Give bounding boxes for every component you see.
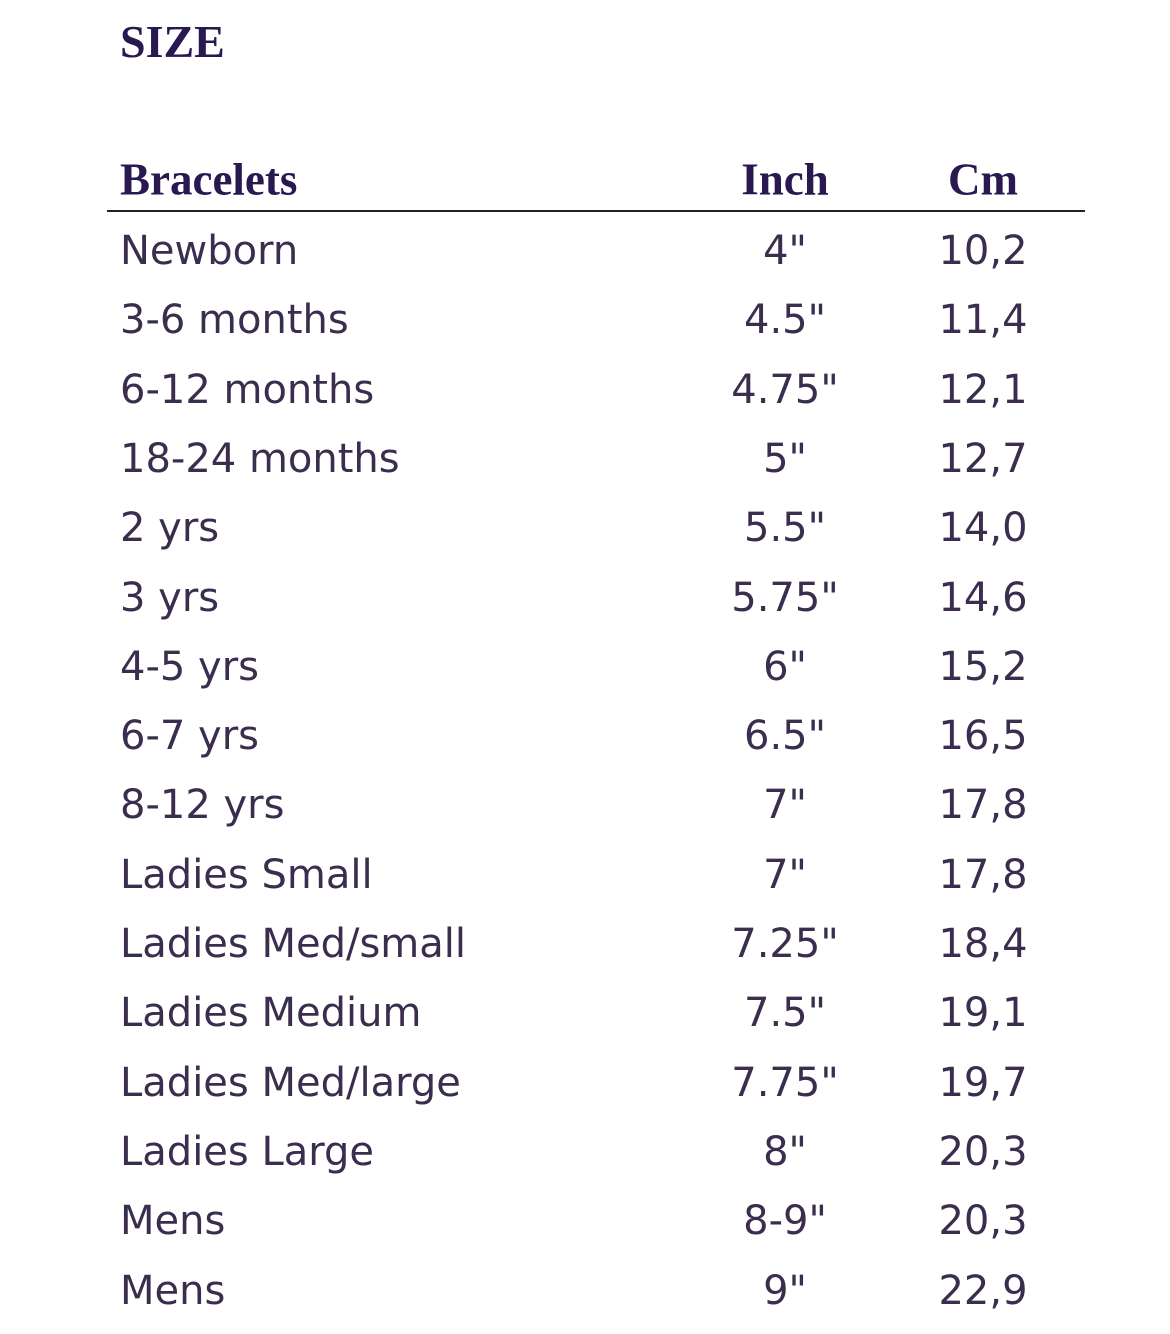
table-cell: 7.75" xyxy=(731,1059,839,1106)
column-header: Bracelets xyxy=(120,154,298,205)
header-rule xyxy=(107,210,1085,212)
table-cell: 2 yrs xyxy=(120,505,220,552)
table-cell: 12,1 xyxy=(938,366,1028,413)
table-cell: 19,1 xyxy=(938,990,1028,1037)
table-cell: Ladies Large xyxy=(120,1128,375,1175)
table-cell: 3 yrs xyxy=(120,574,220,621)
table-cell: 7" xyxy=(763,851,807,898)
table-cell: 8-9" xyxy=(743,1198,827,1245)
table-cell: Ladies Med/large xyxy=(120,1059,461,1106)
table-cell: 6.5" xyxy=(743,713,827,760)
table-cell: 5.5" xyxy=(743,505,827,552)
table-cell: Mens xyxy=(120,1267,226,1314)
table-cell: 4.5" xyxy=(743,297,827,344)
table-cell: 5.75" xyxy=(731,574,839,621)
table-cell: 7.25" xyxy=(731,921,839,967)
table-cell: 18,4 xyxy=(938,921,1028,967)
table-cell: 4-5 yrs xyxy=(120,643,260,690)
table-cell: Ladies Medium xyxy=(120,990,422,1037)
table-cell: 4.75" xyxy=(731,366,839,413)
table-cell: 20,3 xyxy=(938,1198,1028,1245)
table-cell: 16,5 xyxy=(938,713,1028,760)
table-cell: 8-12 yrs xyxy=(120,782,285,829)
table-cell: 6-12 months xyxy=(120,366,375,413)
table-cell: 17,8 xyxy=(938,782,1028,829)
table-cell: 8" xyxy=(763,1128,807,1175)
table-cell: 7.5" xyxy=(743,990,827,1037)
table-cell: Ladies Med/small xyxy=(120,921,466,967)
table-cell: 22,9 xyxy=(938,1267,1028,1314)
title: SIZE xyxy=(120,16,225,67)
table-cell: 19,7 xyxy=(938,1059,1028,1106)
column-header: Cm xyxy=(948,154,1018,205)
table-cell: 12,7 xyxy=(938,435,1028,482)
table-cell: 14,6 xyxy=(938,574,1028,621)
table-cell: Ladies Small xyxy=(120,851,373,898)
table-cell: 20,3 xyxy=(938,1128,1028,1175)
table-cell: 3-6 months xyxy=(120,297,349,344)
table-cell: 10,2 xyxy=(938,228,1028,274)
table-cell: 6-7 yrs xyxy=(120,713,260,760)
table-cell: 5" xyxy=(763,435,807,482)
column-header: Inch xyxy=(741,154,829,205)
table-cell: 6" xyxy=(763,643,807,690)
table-cell: 4" xyxy=(763,228,807,274)
table-cell: Newborn xyxy=(120,228,299,274)
table-cell: 9" xyxy=(763,1267,807,1314)
table-cell: 15,2 xyxy=(938,643,1028,690)
table-cell: Mens xyxy=(120,1198,226,1245)
table-cell: 17,8 xyxy=(938,851,1028,898)
table-cell: 18-24 months xyxy=(120,435,400,482)
table-cell: 11,4 xyxy=(938,297,1028,344)
table-cell: 7" xyxy=(763,782,807,829)
table-cell: 14,0 xyxy=(938,505,1028,552)
